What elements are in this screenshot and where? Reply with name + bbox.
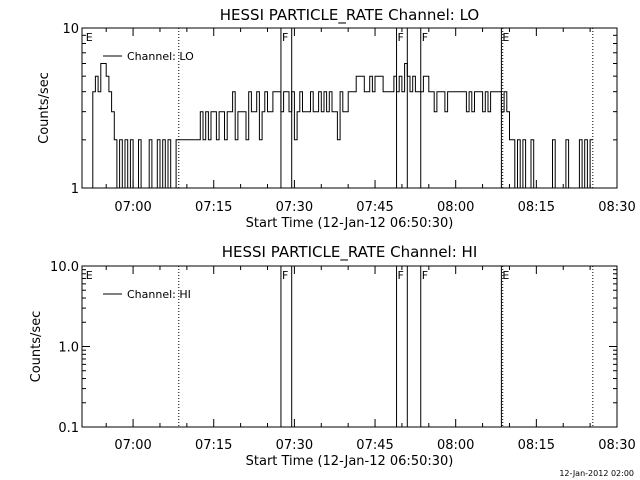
chart-title: HESSI PARTICLE_RATE Channel: LO: [220, 6, 479, 25]
y-axis-label: Counts/sec: [29, 311, 44, 383]
flag-marker-label: E: [86, 269, 93, 282]
x-tick-label: 08:30: [598, 438, 635, 453]
y-tick-label: 1.0: [58, 341, 79, 356]
x-tick-label: 07:45: [356, 200, 393, 215]
flag-marker-label: F: [422, 269, 428, 282]
chart-title: HESSI PARTICLE_RATE Channel: HI: [222, 243, 478, 262]
x-tick-label: 08:00: [437, 200, 474, 215]
flag-marker-label: E: [502, 31, 509, 44]
x-tick-label: 07:15: [195, 200, 232, 215]
x-tick-label: 07:30: [276, 200, 313, 215]
y-tick-label: 10: [62, 22, 79, 37]
flag-marker-label: F: [282, 269, 288, 282]
flag-marker-label: E: [86, 31, 93, 44]
footer-timestamp: 12-Jan-2012 02:00: [559, 469, 634, 478]
x-tick-label: 07:30: [276, 438, 313, 453]
x-axis-label: Start Time (12-Jan-12 06:50:30): [246, 216, 454, 231]
flag-marker-label: E: [502, 269, 509, 282]
legend-label: Channel: HI: [127, 288, 191, 301]
legend-label: Channel: LO: [127, 50, 194, 63]
flag-marker-label: F: [398, 269, 404, 282]
chart-panel-lo: HESSI PARTICLE_RATE Channel: LO 1 10 07:00 0…: [37, 6, 636, 231]
x-tick-label: 08:30: [598, 200, 635, 215]
x-tick-label: 08:15: [518, 438, 555, 453]
x-tick-label: 08:15: [518, 200, 555, 215]
y-tick-label: 1: [71, 182, 79, 197]
flag-marker-label: F: [398, 31, 404, 44]
flag-marker-label: F: [422, 31, 428, 44]
x-axis-label: Start Time (12-Jan-12 06:50:30): [246, 454, 454, 469]
x-tick-label: 07:00: [114, 438, 151, 453]
y-axis-label: Counts/sec: [37, 72, 52, 144]
plot-frame: [81, 27, 618, 189]
series-line: [84, 63, 593, 189]
x-tick-label: 07:00: [114, 200, 151, 215]
x-tick-label: 08:00: [437, 438, 474, 453]
x-tick-label: 07:45: [356, 438, 393, 453]
x-tick-label: 07:15: [195, 438, 232, 453]
flag-marker-label: F: [282, 31, 288, 44]
y-tick-label: 10.0: [50, 260, 79, 275]
y-tick-label: 0.1: [58, 421, 79, 436]
chart-panel-hi: HESSI PARTICLE_RATE Channel: HI 0.1 1.0 10.…: [29, 243, 636, 469]
